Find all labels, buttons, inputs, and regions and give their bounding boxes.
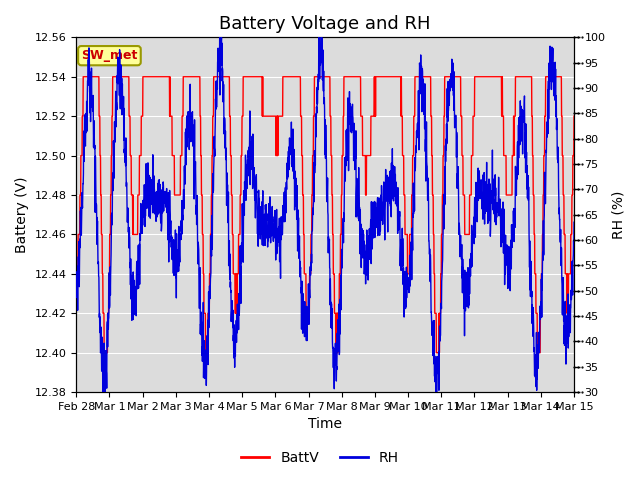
Text: SW_met: SW_met: [81, 49, 138, 62]
Title: Battery Voltage and RH: Battery Voltage and RH: [220, 15, 431, 33]
Legend: BattV, RH: BattV, RH: [236, 445, 404, 471]
Y-axis label: RH (%): RH (%): [611, 191, 625, 239]
Y-axis label: Battery (V): Battery (V): [15, 177, 29, 253]
X-axis label: Time: Time: [308, 418, 342, 432]
